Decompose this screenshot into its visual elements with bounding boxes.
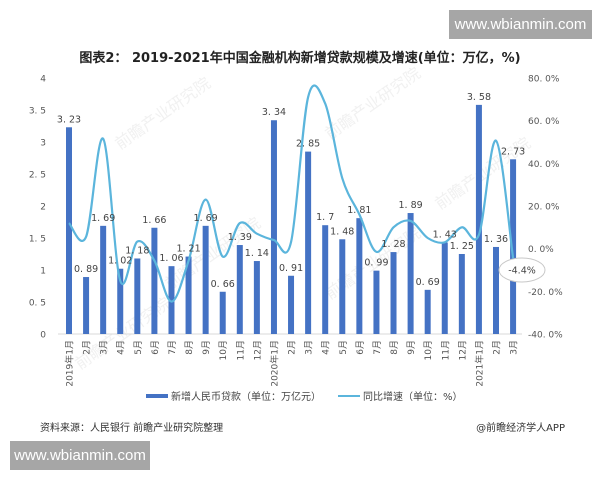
svg-text:-4.4%: -4.4% xyxy=(508,266,536,277)
left-y-axis: 0 0. 5 1 1. 5 2 2. 5 3 3. 5 4 xyxy=(29,75,46,341)
svg-text:-40. 0%: -40. 0% xyxy=(528,331,563,341)
svg-text:4月: 4月 xyxy=(116,340,127,355)
svg-text:3: 3 xyxy=(40,139,46,149)
svg-text:60. 0%: 60. 0% xyxy=(528,117,560,127)
svg-text:3月: 3月 xyxy=(509,340,520,355)
svg-text:7月: 7月 xyxy=(167,340,178,355)
svg-text:1. 69: 1. 69 xyxy=(91,213,115,224)
svg-text:1. 5: 1. 5 xyxy=(29,235,46,245)
right-y-axis: -40. 0% -20. 0% 0. 0% 20. 0% 40. 0% 60. 0% 80.… xyxy=(528,75,563,341)
svg-text:1. 69: 1. 69 xyxy=(194,213,218,224)
svg-text:6月: 6月 xyxy=(150,340,161,355)
svg-text:1. 7: 1. 7 xyxy=(316,212,334,223)
svg-text:11月: 11月 xyxy=(235,340,246,360)
legend-line-label: 同比增速（单位：%） xyxy=(363,392,463,403)
svg-text:7月: 7月 xyxy=(372,340,383,355)
svg-text:10月: 10月 xyxy=(423,340,434,360)
x-axis-labels: 2019年1月 2月 3月 4月 5月 6月 7月 8月 9月 10月 11月 12月 2020年1月 2… xyxy=(64,340,520,387)
svg-text:1. 25: 1. 25 xyxy=(450,241,474,252)
svg-text:8月: 8月 xyxy=(184,340,195,355)
svg-text:11月: 11月 xyxy=(440,340,451,360)
svg-text:前瞻产业研究院: 前瞻产业研究院 xyxy=(321,63,424,143)
svg-text:2. 5: 2. 5 xyxy=(29,171,46,181)
svg-text:0. 0%: 0. 0% xyxy=(528,245,554,255)
bar-data-labels: 3. 23 0. 89 1. 69 1. 021. 18 1. 66 1. 061. 21… xyxy=(57,92,525,290)
svg-text:1. 66: 1. 66 xyxy=(142,215,166,226)
legend-item-line: 同比增速（单位：%） xyxy=(338,388,463,403)
svg-text:1: 1 xyxy=(40,267,46,277)
svg-text:40. 0%: 40. 0% xyxy=(528,160,560,170)
svg-text:0. 5: 0. 5 xyxy=(29,299,46,309)
svg-text:5月: 5月 xyxy=(338,340,349,355)
chart-title: 图表2： 2019-2021年中国金融机构新增贷款规模及增速(单位：万亿，%) xyxy=(79,51,521,66)
svg-text:3月: 3月 xyxy=(304,340,315,355)
watermark-bottom: www.wbianmin.com xyxy=(10,441,150,470)
svg-text:2: 2 xyxy=(40,203,46,213)
svg-text:3. 23: 3. 23 xyxy=(57,114,81,125)
bar-series xyxy=(66,104,517,335)
svg-text:1. 89: 1. 89 xyxy=(399,200,423,211)
svg-text:3月: 3月 xyxy=(99,340,110,355)
svg-text:2. 85: 2. 85 xyxy=(296,139,320,150)
svg-text:1. 43: 1. 43 xyxy=(433,229,457,240)
svg-text:1. 48: 1. 48 xyxy=(330,226,354,237)
svg-text:0: 0 xyxy=(40,331,46,341)
svg-text:1. 06: 1. 06 xyxy=(159,253,183,264)
growth-line-series xyxy=(68,84,515,303)
svg-text:12月: 12月 xyxy=(457,340,468,360)
svg-text:0. 91: 0. 91 xyxy=(279,263,303,274)
source-note: 资料来源：人民银行 前瞻产业研究院整理 xyxy=(40,423,224,434)
svg-text:0. 89: 0. 89 xyxy=(74,264,98,275)
line-swatch-icon xyxy=(338,394,360,397)
legend-bar-label: 新增人民币贷款（单位：万亿元） xyxy=(171,392,321,403)
svg-text:前瞻产业研究院: 前瞻产业研究院 xyxy=(111,73,214,153)
svg-text:2021年1月: 2021年1月 xyxy=(473,340,485,387)
credit-note: @前瞻经济学人APP xyxy=(476,423,565,434)
svg-text:1. 14: 1. 14 xyxy=(245,248,269,259)
svg-text:2月: 2月 xyxy=(492,340,503,355)
svg-text:1. 21: 1. 21 xyxy=(176,244,200,255)
svg-text:3. 58: 3. 58 xyxy=(467,92,491,103)
bar-swatch-icon xyxy=(146,393,168,398)
svg-text:-20. 0%: -20. 0% xyxy=(528,288,563,298)
svg-text:12月: 12月 xyxy=(252,340,263,360)
svg-text:2019年1月: 2019年1月 xyxy=(64,340,76,387)
svg-text:2月: 2月 xyxy=(82,340,93,355)
svg-text:2月: 2月 xyxy=(287,340,298,355)
svg-text:1. 02: 1. 02 xyxy=(108,256,132,267)
svg-text:2020年1月: 2020年1月 xyxy=(268,340,280,387)
svg-text:10月: 10月 xyxy=(218,340,229,360)
svg-text:6月: 6月 xyxy=(355,340,366,355)
svg-text:3. 5: 3. 5 xyxy=(29,107,46,117)
svg-text:0. 99: 0. 99 xyxy=(364,258,388,269)
watermark-top: www.wbianmin.com xyxy=(449,10,592,39)
svg-text:2. 73: 2. 73 xyxy=(501,146,525,157)
svg-text:1. 36: 1. 36 xyxy=(484,234,508,245)
svg-text:9月: 9月 xyxy=(406,340,417,355)
svg-text:1. 28: 1. 28 xyxy=(381,239,405,250)
svg-text:8月: 8月 xyxy=(389,340,400,355)
svg-text:1. 39: 1. 39 xyxy=(228,232,252,243)
svg-text:4月: 4月 xyxy=(321,340,332,355)
svg-text:1. 18: 1. 18 xyxy=(125,245,149,256)
svg-text:80. 0%: 80. 0% xyxy=(528,75,560,85)
legend-item-bar: 新增人民币贷款（单位：万亿元） xyxy=(146,388,321,403)
svg-text:0. 66: 0. 66 xyxy=(211,279,235,290)
callout-annotation: -4.4% xyxy=(498,257,546,283)
svg-text:9月: 9月 xyxy=(201,340,212,355)
svg-text:4: 4 xyxy=(40,75,46,85)
svg-text:20. 0%: 20. 0% xyxy=(528,203,560,213)
svg-text:0. 69: 0. 69 xyxy=(416,277,440,288)
svg-text:3. 34: 3. 34 xyxy=(262,107,286,118)
svg-text:1. 81: 1. 81 xyxy=(347,205,371,216)
svg-text:5月: 5月 xyxy=(133,340,144,355)
